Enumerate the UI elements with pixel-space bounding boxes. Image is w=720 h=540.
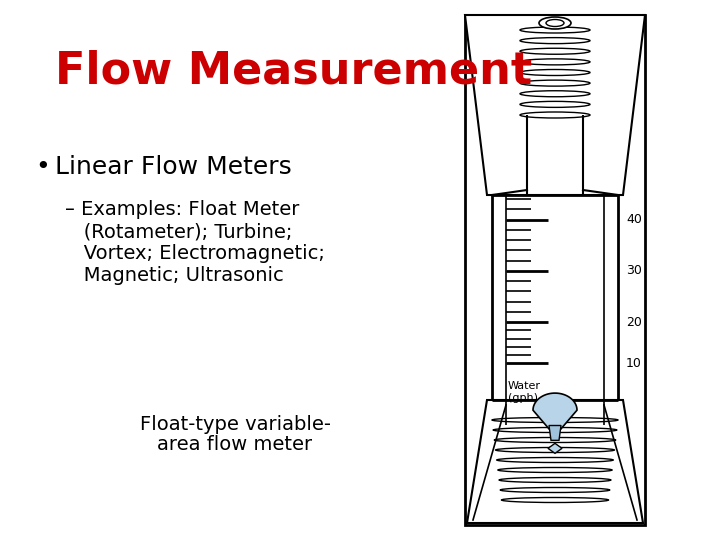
Text: 40: 40 xyxy=(626,213,642,226)
Ellipse shape xyxy=(546,19,564,26)
Text: Water
(gph): Water (gph) xyxy=(508,381,541,403)
Polygon shape xyxy=(549,426,561,440)
Text: 10: 10 xyxy=(626,356,642,369)
Polygon shape xyxy=(467,400,643,523)
Polygon shape xyxy=(465,15,645,195)
Polygon shape xyxy=(533,393,577,436)
Text: area flow meter: area flow meter xyxy=(158,435,312,454)
Polygon shape xyxy=(548,443,562,454)
Text: Flow Measurement: Flow Measurement xyxy=(55,50,532,93)
Text: 20: 20 xyxy=(626,315,642,329)
Text: (Rotameter); Turbine;: (Rotameter); Turbine; xyxy=(65,222,292,241)
Text: Linear Flow Meters: Linear Flow Meters xyxy=(55,155,292,179)
Text: Vortex; Electromagnetic;: Vortex; Electromagnetic; xyxy=(65,244,325,263)
Ellipse shape xyxy=(539,17,571,29)
Text: Float-type variable-: Float-type variable- xyxy=(140,415,330,434)
Text: Magnetic; Ultrasonic: Magnetic; Ultrasonic xyxy=(65,266,284,285)
Bar xyxy=(465,15,645,525)
Text: •: • xyxy=(35,155,50,179)
Text: – Examples: Float Meter: – Examples: Float Meter xyxy=(65,200,300,219)
Text: 30: 30 xyxy=(626,265,642,278)
